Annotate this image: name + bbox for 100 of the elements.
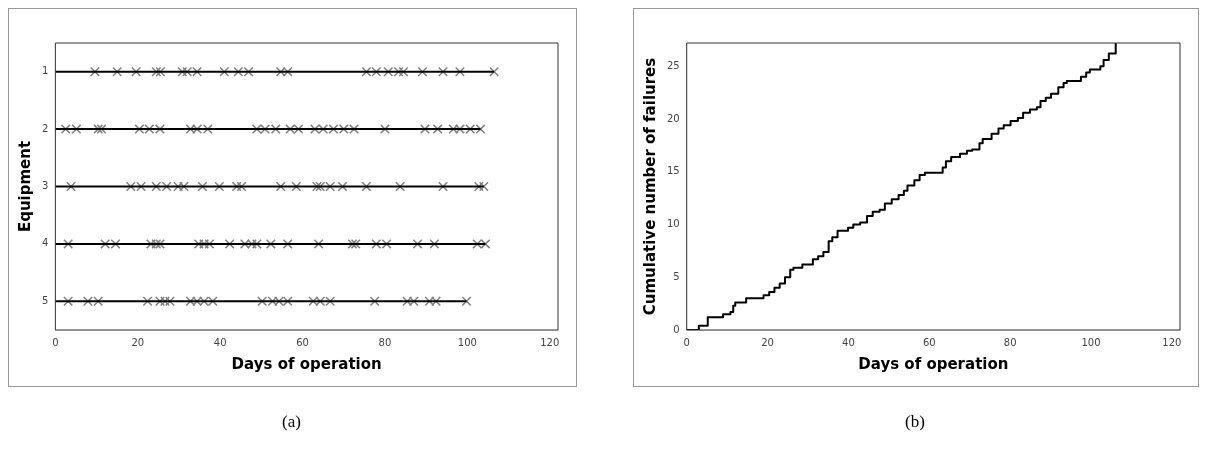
x-axis-title: Days of operation (858, 354, 1009, 373)
point (243, 66, 254, 77)
point (309, 124, 320, 135)
point (282, 296, 293, 307)
point (328, 124, 339, 135)
point (246, 238, 257, 249)
x-tick-label: 100 (457, 336, 477, 348)
y-tick-label: 5 (41, 294, 49, 306)
point (465, 124, 476, 135)
point (419, 124, 430, 135)
point (161, 181, 172, 192)
point (159, 296, 170, 307)
point (60, 124, 71, 135)
point (233, 66, 244, 77)
point (185, 124, 196, 135)
point (257, 296, 268, 307)
point (275, 66, 286, 77)
point (311, 181, 322, 192)
y-tick-label: 1 (41, 65, 49, 77)
x-tick-label: 40 (842, 336, 855, 348)
y-axis-title: Cumulative number of failures (640, 57, 659, 316)
point (369, 296, 380, 307)
point (381, 238, 392, 249)
point (325, 296, 336, 307)
point (131, 66, 142, 77)
point (207, 296, 218, 307)
point (383, 66, 394, 77)
x-tick-label: 0 (683, 336, 690, 348)
point (325, 181, 336, 192)
x-tick-label: 100 (1081, 336, 1101, 348)
x-tick-label: 120 (1162, 336, 1182, 348)
point (136, 181, 147, 192)
point (110, 238, 121, 249)
point (231, 181, 242, 192)
point (236, 181, 247, 192)
point (145, 238, 156, 249)
point (93, 296, 104, 307)
point (239, 238, 250, 249)
point (63, 296, 74, 307)
point (473, 181, 484, 192)
point (338, 124, 349, 135)
point (199, 296, 210, 307)
point (112, 66, 123, 77)
point (192, 66, 203, 77)
point (89, 66, 100, 77)
point (125, 181, 136, 192)
x-tick-label: 120 (540, 336, 560, 348)
point (408, 296, 419, 307)
point (285, 124, 296, 135)
point (151, 66, 162, 77)
x-tick-label: 0 (52, 336, 59, 348)
point (270, 124, 281, 135)
point (197, 181, 208, 192)
point (164, 296, 175, 307)
x-tick-label: 40 (213, 336, 227, 348)
point (478, 181, 489, 192)
y-tick-label: 3 (41, 180, 49, 192)
point (151, 238, 162, 249)
point (429, 238, 440, 249)
x-tick-label: 20 (761, 336, 774, 348)
point (66, 181, 77, 192)
point (178, 181, 189, 192)
y-tick-label: 20 (666, 112, 680, 124)
y-axis-title: Equipment (15, 140, 34, 233)
point (318, 124, 329, 135)
text: (a) (281, 412, 302, 432)
point (224, 238, 235, 249)
y-tick-label: 4 (41, 237, 49, 249)
x-tick-label: 80 (1003, 336, 1017, 348)
point (454, 66, 465, 77)
point (315, 296, 326, 307)
point (185, 296, 196, 307)
x-tick-label: 60 (296, 336, 309, 348)
point (63, 238, 74, 249)
point (142, 296, 153, 307)
point (293, 124, 304, 135)
point (461, 296, 472, 307)
point (214, 181, 225, 192)
point (275, 181, 286, 192)
point (260, 124, 271, 135)
point (454, 124, 465, 135)
point (202, 124, 213, 135)
point (379, 124, 390, 135)
point (155, 66, 166, 77)
point (134, 124, 145, 135)
point (480, 238, 491, 249)
point (349, 124, 360, 135)
point (82, 296, 93, 307)
point (251, 124, 262, 135)
point (371, 238, 382, 249)
point (251, 238, 262, 249)
point (199, 238, 210, 249)
point (192, 296, 203, 307)
point (265, 238, 276, 249)
point (267, 296, 278, 307)
y-tick-label: 10 (666, 218, 680, 230)
point (151, 181, 162, 192)
y-tick-label: 5 (673, 270, 680, 282)
point (144, 124, 155, 135)
point (71, 124, 82, 135)
